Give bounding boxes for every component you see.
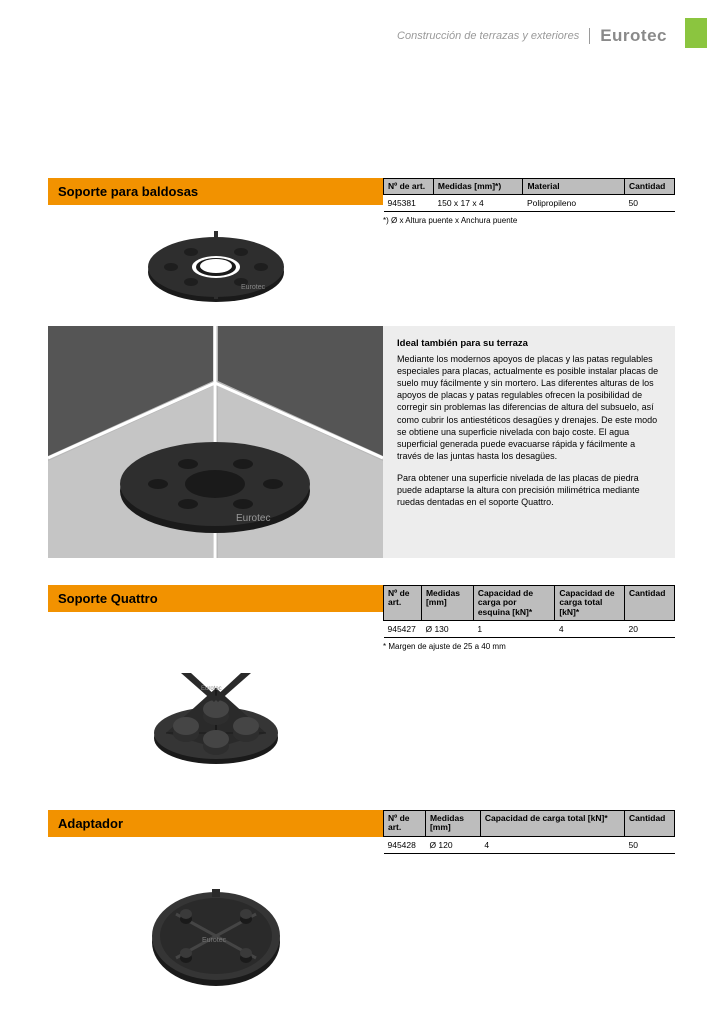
section-adaptador: Adaptador Nº de art. Medidas [mm] Capaci… (48, 810, 675, 1009)
svg-text:Eurotec: Eurotec (241, 284, 266, 291)
th: Nº de art. (384, 586, 422, 621)
photo-info-block: Eurotec Ideal también para su terraza Me… (48, 326, 675, 558)
td: 4 (555, 621, 625, 638)
green-corner-tab (685, 18, 707, 48)
td: 945381 (384, 195, 434, 212)
spec-table-2: Nº de art. Medidas [mm] Capacidad de car… (383, 585, 675, 638)
th: Medidas [mm] (425, 811, 480, 837)
td: 20 (625, 621, 675, 638)
info-box-p1: Mediante los modernos apoyos de placas y… (397, 353, 661, 462)
svg-text:Eurotec: Eurotec (202, 937, 227, 944)
info-box: Ideal también para su terraza Mediante l… (383, 326, 675, 558)
td: 945428 (384, 836, 426, 853)
th: Cantidad (625, 179, 675, 195)
footnote-1: *) Ø x Altura puente x Anchura puente (383, 216, 675, 225)
td: 150 x 17 x 4 (433, 195, 523, 212)
header-subtitle: Construcción de terrazas y exteriores (397, 30, 579, 42)
svg-text:Eurotec: Eurotec (236, 513, 270, 524)
th: Cantidad (625, 586, 675, 621)
info-box-title: Ideal también para su terraza (397, 338, 661, 351)
th: Capacidad de carga por esquina [kN]* (473, 586, 555, 621)
product-image-quattro: Eurotec (48, 633, 383, 783)
page-header: Construcción de terrazas y exteriores Eu… (397, 26, 667, 46)
td: Ø 120 (425, 836, 480, 853)
table-row: 945427 Ø 130 1 4 20 (384, 621, 675, 638)
th: Capacidad de carga total [kN]* (480, 811, 624, 837)
section-title-3: Adaptador (48, 810, 383, 837)
section-title-1: Soporte para baldosas (48, 178, 383, 205)
th: Cantidad (625, 811, 675, 837)
svg-text:Eurotec: Eurotec (201, 686, 222, 692)
product-image-adaptador: Eurotec (48, 859, 383, 1009)
td: Ø 130 (421, 621, 473, 638)
header-separator (589, 28, 590, 44)
section-soporte-quattro: Soporte Quattro Nº de art. Medidas [mm] … (48, 585, 675, 783)
th: Medidas [mm]*) (433, 179, 523, 195)
section-soporte-baldosas: Soporte para baldosas Nº de art. Medidas… (48, 178, 675, 327)
info-box-p2: Para obtener una superficie nivelada de … (397, 472, 661, 508)
td: Polipropileno (523, 195, 625, 212)
section-title-2: Soporte Quattro (48, 585, 383, 612)
th: Nº de art. (384, 179, 434, 195)
footnote-2: * Margen de ajuste de 25 a 40 mm (383, 642, 675, 651)
product-image-baldosas: Eurotec (48, 207, 383, 327)
table-row: 945381 150 x 17 x 4 Polipropileno 50 (384, 195, 675, 212)
td: 50 (625, 836, 675, 853)
table-row: 945428 Ø 120 4 50 (384, 836, 675, 853)
application-photo: Eurotec (48, 326, 383, 558)
th: Capacidad de carga total [kN]* (555, 586, 625, 621)
spec-table-3: Nº de art. Medidas [mm] Capacidad de car… (383, 810, 675, 854)
th: Medidas [mm] (421, 586, 473, 621)
td: 50 (625, 195, 675, 212)
td: 4 (480, 836, 624, 853)
td: 1 (473, 621, 555, 638)
td: 945427 (384, 621, 422, 638)
th: Nº de art. (384, 811, 426, 837)
header-brand: Eurotec (600, 26, 667, 46)
th: Material (523, 179, 625, 195)
spec-table-1: Nº de art. Medidas [mm]*) Material Canti… (383, 178, 675, 212)
